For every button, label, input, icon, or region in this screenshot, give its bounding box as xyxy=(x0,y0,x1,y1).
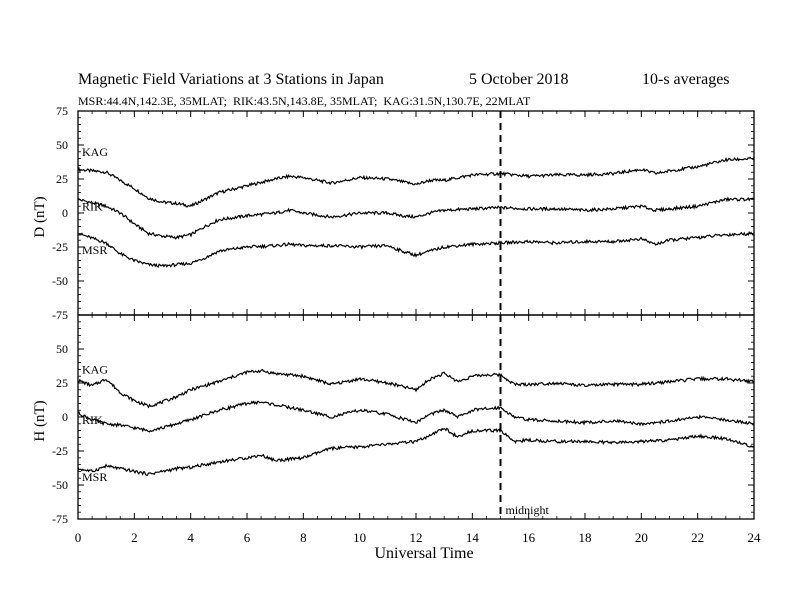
x-tick-label-7: 14 xyxy=(466,530,480,545)
series-label-h-kag: KAG xyxy=(82,362,108,376)
y-tick-label-h-1: -50 xyxy=(52,478,68,492)
y-tick-label-h-5: 50 xyxy=(56,342,68,356)
x-tick-label-9: 18 xyxy=(579,530,592,545)
x-tick-label-1: 2 xyxy=(131,530,138,545)
y-tick-label-d-3: 0 xyxy=(62,206,68,220)
series-line-h-rik xyxy=(77,400,755,433)
series-line-h-kag xyxy=(77,368,755,409)
x-tick-label-10: 20 xyxy=(635,530,648,545)
midnight-annotation: midnight xyxy=(506,503,550,517)
chart-subtitle: MSR:44.4N,142.3E, 35MLAT; RIK:43.5N,143.… xyxy=(78,94,531,108)
y-tick-label-h-0: -75 xyxy=(52,512,68,526)
series-label-d-rik: RIK xyxy=(82,199,103,213)
y-axis-label-d: D (nT) xyxy=(32,196,48,237)
x-tick-label-2: 4 xyxy=(187,530,194,545)
y-tick-label-d-1: -50 xyxy=(52,274,68,288)
series-label-d-msr: MSR xyxy=(82,243,107,257)
x-axis-label: Universal Time xyxy=(374,545,473,562)
y-tick-label-d-5: 50 xyxy=(56,138,68,152)
x-tick-label-3: 6 xyxy=(244,530,251,545)
x-tick-label-6: 12 xyxy=(410,530,423,545)
y-axis-label-h: H (nT) xyxy=(32,400,48,441)
panel-frame-h xyxy=(77,314,755,520)
series-label-d-kag: KAG xyxy=(82,145,108,159)
x-tick-label-11: 22 xyxy=(691,530,704,545)
x-tick-label-0: 0 xyxy=(75,530,82,545)
series-line-d-rik xyxy=(77,196,755,240)
x-tick-label-8: 16 xyxy=(522,530,536,545)
series-label-h-msr: MSR xyxy=(82,470,107,484)
series-line-d-msr xyxy=(77,230,755,268)
y-tick-label-h-2: -25 xyxy=(52,444,68,458)
chart-averaging: 10-s averages xyxy=(642,71,730,88)
y-tick-label-h-3: 0 xyxy=(62,410,68,424)
x-tick-label-12: 24 xyxy=(748,530,762,545)
y-tick-label-d-0: -75 xyxy=(52,308,68,322)
y-tick-label-h-4: 25 xyxy=(56,376,68,390)
y-tick-label-d-6: 75 xyxy=(56,104,68,118)
panel-frame-d xyxy=(77,110,755,316)
chart-title: Magnetic Field Variations at 3 Stations … xyxy=(78,71,384,88)
y-tick-label-d-4: 25 xyxy=(56,172,68,186)
series-line-d-kag xyxy=(77,156,755,208)
chart-date: 5 October 2018 xyxy=(469,71,569,88)
y-tick-label-d-2: -25 xyxy=(52,240,68,254)
panel-d: -75 -50 -25 0 25 50 75 D (nT) KAG RIK MSR xyxy=(32,104,755,322)
series-line-h-msr xyxy=(77,427,755,476)
x-tick-label-4: 8 xyxy=(300,530,307,545)
x-tick-label-5: 10 xyxy=(353,530,366,545)
series-label-h-rik: RIK xyxy=(82,413,103,427)
